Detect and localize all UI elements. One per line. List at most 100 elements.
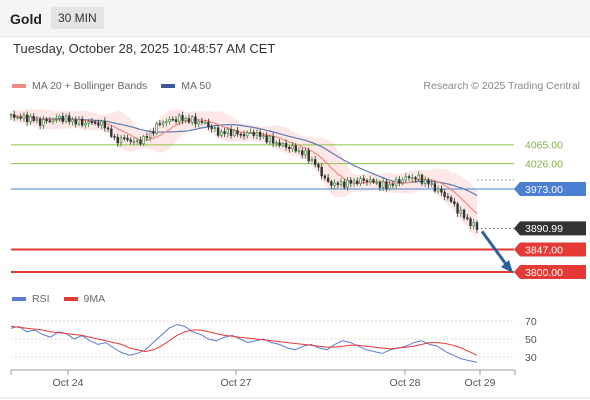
candle-body bbox=[38, 118, 42, 126]
candle-body bbox=[22, 114, 26, 119]
candle-body bbox=[365, 180, 369, 182]
rsi-tick-0: 70 bbox=[525, 316, 537, 328]
candle-body bbox=[343, 181, 346, 188]
level-tag-2 bbox=[514, 182, 586, 196]
candle-body bbox=[258, 132, 262, 137]
legend-label-9ma: 9MA bbox=[83, 293, 106, 305]
asset-title: Gold bbox=[10, 11, 42, 27]
candle-body bbox=[68, 115, 71, 122]
rsi-tick-2: 30 bbox=[525, 352, 537, 364]
candle-body bbox=[469, 218, 472, 226]
x-axis-label-2: Oct 28 bbox=[390, 377, 421, 389]
candle-body bbox=[103, 120, 107, 129]
candle-body bbox=[326, 177, 330, 182]
candle-body bbox=[233, 130, 236, 136]
candle-body bbox=[246, 132, 249, 137]
candle-body bbox=[375, 182, 378, 184]
level-tag-3 bbox=[514, 221, 586, 236]
candle-body bbox=[294, 145, 297, 152]
candle-body bbox=[317, 164, 320, 168]
candle-body bbox=[304, 150, 307, 156]
candle-body bbox=[51, 118, 55, 122]
candle-body bbox=[113, 136, 116, 138]
candle-body bbox=[226, 128, 230, 134]
candle-body bbox=[132, 141, 136, 143]
candle-body bbox=[462, 209, 466, 219]
candle-body bbox=[58, 116, 61, 119]
candle-body bbox=[265, 135, 268, 143]
candle-body bbox=[187, 118, 191, 123]
candle-body bbox=[359, 178, 362, 184]
candle-body bbox=[152, 131, 155, 134]
candle-body bbox=[119, 137, 123, 144]
candle-body bbox=[466, 217, 469, 220]
candle-body bbox=[178, 115, 181, 122]
candle-body bbox=[362, 178, 365, 181]
candle-body bbox=[97, 123, 100, 126]
candle-body bbox=[391, 184, 395, 186]
x-axis-label-3: Oct 29 bbox=[465, 377, 496, 389]
candle-body bbox=[16, 116, 19, 119]
candle-body bbox=[323, 175, 327, 179]
candle-body bbox=[19, 116, 22, 119]
legend-swatch-9ma bbox=[63, 297, 78, 301]
candle-body bbox=[430, 183, 433, 185]
candle-body bbox=[61, 116, 64, 122]
level-tag-5 bbox=[514, 265, 586, 279]
candle-body bbox=[262, 135, 265, 137]
candle-body bbox=[181, 115, 184, 121]
candle-body bbox=[433, 183, 437, 192]
level-label-5: 3800.00 bbox=[525, 267, 563, 279]
chart-datetime: Tuesday, October 28, 2025 10:48:57 AM CE… bbox=[13, 41, 276, 56]
candle-body bbox=[165, 121, 168, 124]
candle-body bbox=[291, 145, 294, 150]
candle-body bbox=[197, 121, 200, 125]
candle-body bbox=[385, 181, 388, 190]
candle-body bbox=[352, 180, 356, 184]
candle-body bbox=[45, 119, 48, 122]
legend-swatch-rsi bbox=[12, 297, 26, 301]
candle-body bbox=[191, 116, 194, 123]
candle-body bbox=[171, 118, 175, 121]
candle-body bbox=[424, 179, 427, 184]
candle-body bbox=[210, 126, 213, 130]
legend-item-rsi: RSI bbox=[12, 293, 50, 305]
candle-body bbox=[356, 180, 359, 184]
price-legend: MA 20 + Bollinger Bands MA 50 bbox=[12, 80, 225, 92]
legend-item-ma20: MA 20 + Bollinger Bands bbox=[12, 80, 147, 92]
candle-body bbox=[369, 179, 372, 182]
candle-body bbox=[123, 137, 126, 140]
legend-label-ma50: MA 50 bbox=[181, 80, 212, 92]
candle-body bbox=[249, 131, 252, 134]
candle-body bbox=[411, 177, 414, 179]
candle-body bbox=[417, 174, 420, 180]
candle-body bbox=[255, 132, 259, 136]
legend-item-9ma: 9MA bbox=[63, 293, 106, 305]
candle-body bbox=[394, 179, 398, 186]
candle-body bbox=[310, 159, 314, 162]
candle-body bbox=[71, 119, 74, 122]
candle-body bbox=[126, 137, 129, 141]
candle-body bbox=[388, 184, 391, 190]
candle-body bbox=[307, 150, 310, 162]
candle-body bbox=[139, 140, 142, 145]
candle-body bbox=[220, 131, 223, 136]
candle-body bbox=[29, 116, 32, 123]
candle-body bbox=[48, 120, 52, 123]
candle-body bbox=[213, 127, 217, 130]
legend-label-rsi: RSI bbox=[32, 293, 50, 305]
legend-swatch-ma50 bbox=[161, 84, 176, 88]
candle-body bbox=[346, 179, 349, 188]
timeframe-chip[interactable]: 30 MIN bbox=[51, 7, 104, 29]
candle-body bbox=[42, 119, 45, 126]
candle-body bbox=[401, 179, 404, 184]
candle-body bbox=[275, 142, 278, 144]
rsi-ma-line bbox=[10, 325, 478, 356]
candle-body bbox=[339, 181, 343, 185]
candle-body bbox=[436, 188, 440, 192]
candle-body bbox=[229, 128, 233, 136]
candle-body bbox=[87, 121, 90, 124]
research-credit: Research © 2025 Trading Central bbox=[423, 80, 580, 92]
candle-body bbox=[80, 118, 84, 126]
candle-body bbox=[372, 179, 375, 183]
